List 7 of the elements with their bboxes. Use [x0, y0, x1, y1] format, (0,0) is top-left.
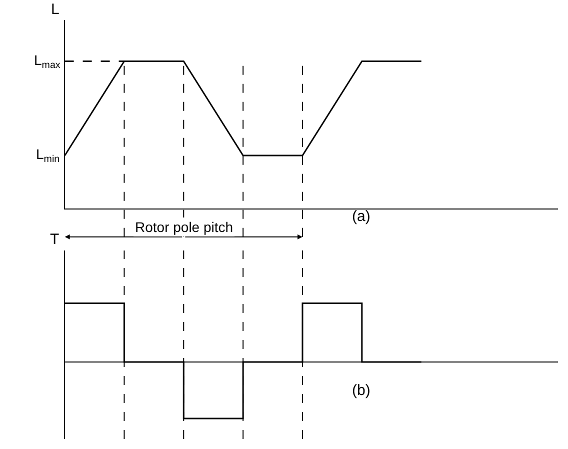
- y-axis-title: L: [51, 1, 60, 18]
- annotation: L$_{max}$: [34, 52, 60, 71]
- text: Rotor pole pitch: [135, 219, 234, 235]
- annotation: (a): [352, 208, 370, 225]
- annotation: (b): [352, 382, 370, 399]
- y-axis-title: T: [50, 231, 60, 248]
- annotation: L$_{min}$: [36, 146, 60, 165]
